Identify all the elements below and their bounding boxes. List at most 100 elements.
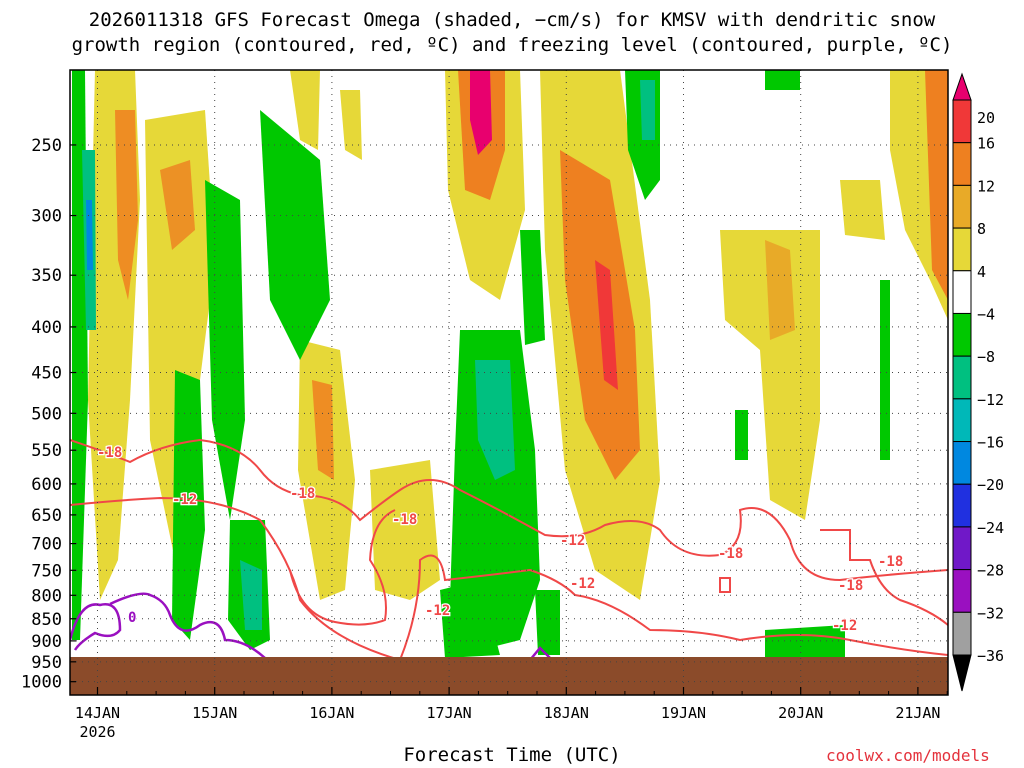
chart-title-line2: growth region (contoured, red, ºC) and f…: [71, 34, 953, 56]
colorbar: 20 16 12 8 4 −4 −8 −12 −16 −20 −24 −28 −32 −36: [952, 72, 1004, 692]
y-axis-ticks: 2503003504004505005506006507007508008509…: [21, 136, 76, 693]
colorbar-swatch: [952, 611, 972, 656]
omega-region-green-13: [765, 625, 845, 657]
x-tick-label: 18JAN: [544, 704, 589, 722]
contour-labels: -18 -12 -18 -18 -12 -12 -12 -18 -18 -18 -12 0: [96, 444, 905, 636]
credit-text: coolwx.com/models: [826, 746, 990, 765]
y-tick-label: 400: [31, 318, 62, 338]
terrain-ground: [70, 657, 948, 695]
x-tick-label: 20JAN: [778, 704, 823, 722]
colorbar-label: −32: [977, 604, 1004, 622]
contour-purple-freezing-3: [529, 646, 553, 661]
omega-region-orange-3: [312, 380, 334, 480]
colorbar-label: 16: [977, 135, 995, 153]
y-tick-label: 550: [31, 441, 62, 461]
omega-region-green-11: [735, 410, 748, 460]
colorbar-swatch: [952, 569, 972, 613]
omega-region-yellow-9: [720, 230, 820, 520]
contour-purple-freezing-1: [70, 603, 122, 651]
contour-label-red: -18: [392, 512, 417, 528]
colorbar-swatch: [952, 270, 972, 314]
y-tick-label: 900: [31, 632, 62, 652]
x-year-label: 2026: [79, 723, 115, 741]
contour-label-red: -18: [290, 486, 315, 502]
chart-title-line1: 2026011318 GFS Forecast Omega (shaded, −…: [88, 9, 936, 31]
colorbar-label: −36: [977, 647, 1004, 665]
y-tick-label: 1000: [21, 673, 62, 693]
colorbar-label: 4: [977, 263, 986, 281]
y-tick-label: 300: [31, 207, 62, 227]
colorbar-label: −24: [977, 519, 1004, 537]
colorbar-swatch: [952, 441, 972, 485]
contours: [70, 438, 948, 662]
contour-red-lower-minus12: [70, 496, 948, 662]
omega-region-teal-4: [640, 80, 655, 140]
contour-red-upper-minus18: [70, 438, 948, 582]
y-tick-label: 850: [31, 610, 62, 630]
contour-purple-freezing-2: [109, 592, 266, 659]
omega-region-yellow-11: [840, 180, 885, 240]
omega-region-green-14: [765, 70, 800, 90]
contour-label-red: -12: [832, 618, 857, 634]
contour-label-red: -12: [172, 492, 197, 508]
contour-label-red: -12: [570, 576, 595, 592]
omega-region-yellow-3: [290, 70, 320, 150]
omega-region-green-5: [260, 110, 330, 360]
contour-label-red: -18: [97, 445, 122, 461]
omega-region-green-2: [205, 180, 245, 520]
x-tick-label: 21JAN: [895, 704, 940, 722]
y-tick-label: 700: [31, 535, 62, 555]
omega-region-orange-7: [925, 70, 948, 300]
y-tick-label: 800: [31, 586, 62, 606]
contour-label-red: -18: [718, 546, 743, 562]
x-tick-label: 15JAN: [192, 704, 237, 722]
omega-region-yellow-6: [370, 460, 440, 600]
colorbar-label: −8: [977, 348, 995, 366]
y-tick-label: 750: [31, 561, 62, 581]
colorbar-label: −20: [977, 476, 1004, 494]
colorbar-swatch: [952, 398, 972, 443]
y-tick-label: 250: [31, 136, 62, 156]
colorbar-label: 12: [977, 177, 995, 195]
contour-label-red: -18: [838, 578, 863, 594]
omega-region-yellow-5: [340, 90, 362, 160]
omega-region-blue-1: [86, 200, 93, 270]
colorbar-swatch: [952, 526, 972, 571]
omega-shading: [72, 70, 948, 658]
colorbar-label: 20: [977, 109, 995, 127]
contour-label-red: -12: [560, 533, 585, 549]
colorbar-swatch: [952, 227, 972, 272]
y-tick-label: 650: [31, 506, 62, 526]
colorbar-top-arrow: [952, 72, 972, 101]
colorbar-bottom-arrow: [952, 654, 972, 692]
x-tick-label: 16JAN: [309, 704, 354, 722]
colorbar-swatch: [952, 142, 972, 186]
omega-region-magenta-1: [470, 70, 492, 155]
y-tick-label: 950: [31, 653, 62, 673]
colorbar-swatch: [952, 312, 972, 357]
y-tick-label: 350: [31, 266, 62, 286]
omega-region-orange-6: [765, 240, 795, 340]
x-tick-label: 17JAN: [427, 704, 472, 722]
contour-label-purple: 0: [128, 610, 136, 626]
colorbar-label: −28: [977, 562, 1004, 580]
colorbar-label: 8: [977, 220, 986, 238]
y-tick-label: 500: [31, 404, 62, 424]
omega-region-green-6: [520, 230, 545, 345]
omega-region-green-10: [535, 590, 560, 655]
colorbar-swatch: [952, 99, 972, 144]
colorbar-swatch: [952, 355, 972, 400]
omega-region-orange-1: [115, 110, 138, 300]
x-axis-title: Forecast Time (UTC): [403, 744, 621, 766]
plot-frame: [69, 69, 949, 696]
omega-region-green-12: [880, 280, 890, 460]
omega-region-green-3: [172, 370, 205, 640]
colorbar-label: −16: [977, 434, 1004, 452]
colorbar-label: −4: [977, 305, 995, 323]
contour-red-mid-minus12: [289, 509, 396, 626]
y-tick-label: 450: [31, 364, 62, 384]
omega-region-orange-2: [160, 160, 195, 250]
omega-region-green-8: [440, 580, 500, 658]
